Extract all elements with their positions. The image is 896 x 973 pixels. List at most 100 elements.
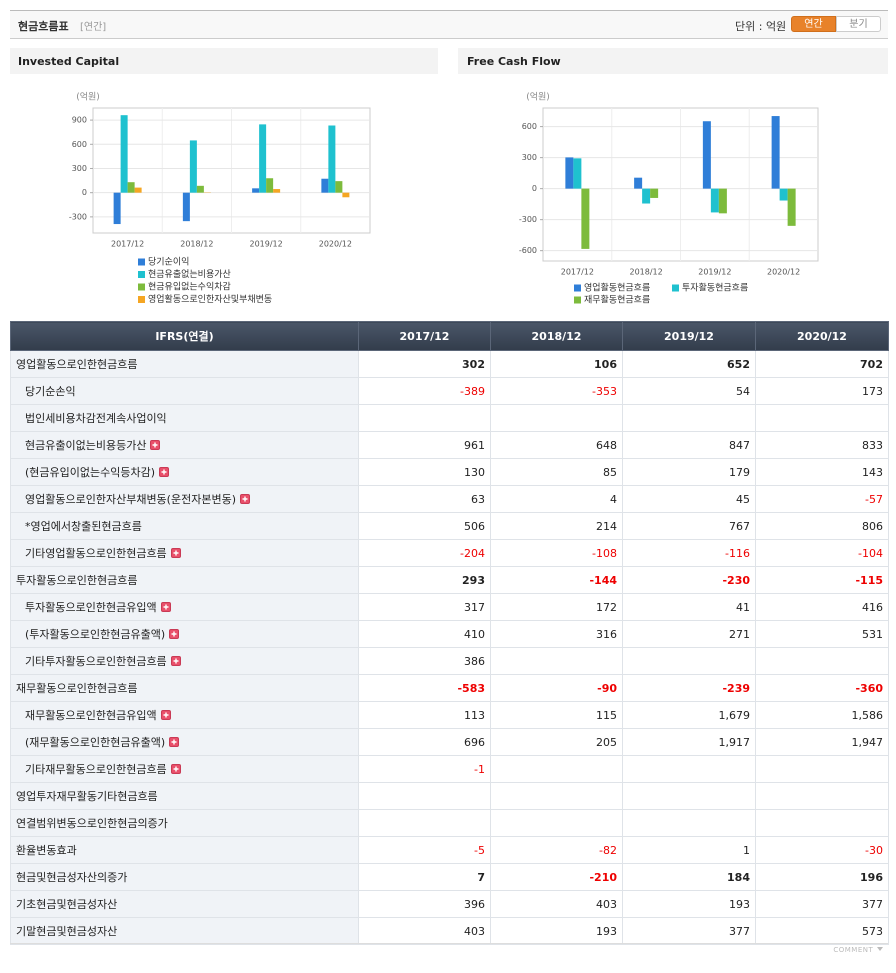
row-label-cell: 영업활동으로인한자산부채변동(운전자본변동) bbox=[10, 485, 359, 513]
value: 961 bbox=[464, 438, 485, 452]
expand-icon[interactable] bbox=[170, 764, 181, 774]
legend-swatch bbox=[138, 296, 145, 303]
expand-icon[interactable] bbox=[169, 737, 180, 747]
y-axis-label: (억원) bbox=[526, 91, 550, 103]
value: -230 bbox=[722, 573, 750, 587]
row-label-cell: *영업에서창출된현금흐름 bbox=[10, 512, 359, 540]
value-cell: -239 bbox=[622, 674, 756, 702]
table-row: 기타재무활동으로인한현금흐름 -1 bbox=[10, 755, 889, 783]
value-cell: 702 bbox=[755, 350, 889, 378]
value: 573 bbox=[862, 924, 883, 938]
value-cell: 648 bbox=[490, 431, 623, 459]
expand-icon[interactable] bbox=[160, 710, 171, 720]
table-row: *영업에서창출된현금흐름 506 214 767 806 bbox=[10, 512, 889, 540]
tab-quarter[interactable]: 분기 bbox=[836, 16, 881, 32]
value-cell bbox=[358, 809, 491, 837]
value-cell bbox=[755, 809, 889, 837]
y-tick-label: -300 bbox=[519, 215, 537, 224]
legend-swatch bbox=[574, 296, 581, 304]
table-row: 영업활동으로인한현금흐름 302 106 652 702 bbox=[10, 350, 889, 378]
value-cell: 573 bbox=[755, 917, 889, 945]
value: 214 bbox=[596, 519, 617, 533]
value-cell: -360 bbox=[755, 674, 889, 702]
value: 106 bbox=[594, 357, 617, 371]
value-cell: 317 bbox=[358, 593, 491, 621]
expand-icon[interactable] bbox=[170, 656, 181, 666]
tab-annual[interactable]: 연간 bbox=[791, 16, 836, 32]
value-cell bbox=[490, 404, 623, 432]
legend-label: 영업활동현금흐름 bbox=[584, 282, 650, 294]
value: 396 bbox=[464, 897, 485, 911]
value-cell: 184 bbox=[622, 863, 756, 891]
value: -116 bbox=[725, 546, 750, 560]
value: 172 bbox=[596, 600, 617, 614]
bar bbox=[702, 121, 711, 189]
bar bbox=[189, 140, 197, 193]
value-cell: 106 bbox=[490, 350, 623, 378]
y-axis-label: (억원) bbox=[76, 91, 100, 103]
expand-icon[interactable] bbox=[159, 467, 170, 477]
value-cell: 1,586 bbox=[755, 701, 889, 729]
y-tick-label: -600 bbox=[519, 246, 537, 255]
value-cell: 196 bbox=[755, 863, 889, 891]
row-label-cell: 기타투자활동으로인한현금흐름 bbox=[10, 647, 359, 675]
row-label-cell: 현금유출이없는비용등가산 bbox=[10, 431, 359, 459]
table-row: 당기순손익 -389 -353 54 173 bbox=[10, 377, 889, 405]
value: -583 bbox=[457, 681, 485, 695]
value-cell: -30 bbox=[755, 836, 889, 864]
row-label: 법인세비용차감전계속사업이익 bbox=[25, 412, 167, 425]
value: 506 bbox=[464, 519, 485, 533]
value-cell: -144 bbox=[490, 566, 623, 594]
legend-swatch bbox=[672, 284, 679, 292]
value: 179 bbox=[729, 465, 750, 479]
table-row: 환율변동효과 -5 -82 1 -30 bbox=[10, 836, 889, 864]
value: 54 bbox=[736, 384, 750, 398]
legend-swatch bbox=[138, 271, 145, 278]
value: 271 bbox=[729, 627, 750, 641]
expand-icon[interactable] bbox=[150, 440, 161, 450]
value: 1,586 bbox=[851, 708, 884, 722]
comment-toggle[interactable]: COMMENT bbox=[833, 946, 884, 954]
table-row: 영업활동으로인한자산부채변동(운전자본변동) 63 4 45 -57 bbox=[10, 485, 889, 513]
value-cell: 316 bbox=[490, 620, 623, 648]
x-tick-label: 2019/12 bbox=[698, 268, 731, 277]
row-label: 투자활동으로인한현금유입액 bbox=[25, 601, 157, 614]
legend-swatch bbox=[138, 258, 145, 266]
expand-icon[interactable] bbox=[160, 602, 171, 612]
value: 1,917 bbox=[718, 735, 751, 749]
value-cell bbox=[622, 404, 756, 432]
bar bbox=[787, 188, 796, 226]
chart-title: Free Cash Flow bbox=[467, 55, 561, 68]
value-cell: 302 bbox=[358, 350, 491, 378]
row-label-cell: 기타영업활동으로인한현금흐름 bbox=[10, 539, 359, 567]
row-label-cell: 재무활동으로인한현금유입액 bbox=[10, 701, 359, 729]
value-cell: 45 bbox=[622, 485, 756, 513]
value-cell: 1 bbox=[622, 836, 756, 864]
value-cell: 293 bbox=[358, 566, 491, 594]
value-cell: 85 bbox=[490, 458, 623, 486]
row-label: 재무활동으로인한현금유입액 bbox=[25, 709, 157, 722]
y-tick-label: -300 bbox=[69, 212, 87, 221]
y-tick-label: 300 bbox=[72, 164, 87, 173]
charts: Invested Capital (억원) 900 600 300 0 -300 2017/1… bbox=[10, 48, 888, 306]
value-cell: 205 bbox=[490, 728, 623, 756]
table-header: IFRS(연결) 2017/12 2018/12 2019/12 2020/12 bbox=[10, 321, 889, 351]
value-cell bbox=[622, 647, 756, 675]
value: 143 bbox=[862, 465, 883, 479]
value-cell: 1,679 bbox=[622, 701, 756, 729]
row-label: *영업에서창출된현금흐름 bbox=[25, 520, 142, 533]
row-label: (투자활동으로인한현금유출액) bbox=[25, 628, 166, 641]
value: 302 bbox=[462, 357, 485, 371]
expand-icon[interactable] bbox=[169, 629, 180, 639]
value-cell: 4 bbox=[490, 485, 623, 513]
value: 648 bbox=[596, 438, 617, 452]
bar bbox=[650, 188, 659, 198]
row-label-cell: 환율변동효과 bbox=[10, 836, 359, 864]
row-label-cell: 현금및현금성자산의증가 bbox=[10, 863, 359, 891]
value-cell: -204 bbox=[358, 539, 491, 567]
expand-icon[interactable] bbox=[239, 494, 250, 504]
y-tick-label: 900 bbox=[72, 116, 87, 125]
value: 847 bbox=[729, 438, 750, 452]
expand-icon[interactable] bbox=[170, 548, 181, 558]
legend-label: 재무활동현금흐름 bbox=[584, 294, 650, 306]
